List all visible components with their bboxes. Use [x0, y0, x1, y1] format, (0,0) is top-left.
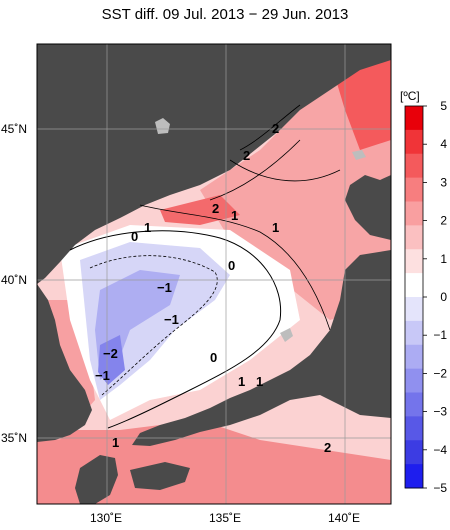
warm-region-south [37, 420, 391, 504]
map-title: SST diff. 09 Jul. 2013 − 29 Jun. 2013 [101, 6, 349, 23]
contour-label: −1 [157, 280, 172, 295]
land-island-sado [280, 328, 293, 342]
colorbar-tick-label: −4 [433, 443, 447, 457]
contour-label: 2 [212, 201, 219, 216]
contour-label: 1 [238, 374, 245, 389]
land-hokkaido [345, 175, 391, 240]
land-honshu [132, 250, 391, 446]
contour-label: 1 [272, 220, 279, 235]
colorbar-swatch [405, 201, 423, 226]
contour-label: 0 [228, 258, 235, 273]
lon-label-135: 135˚E [209, 511, 241, 525]
colorbar-swatch [405, 392, 423, 417]
colorbar-tick-label: 2 [440, 214, 447, 228]
colorbar-swatch [405, 177, 423, 202]
colorbar-swatch [405, 249, 423, 274]
contour-label: 2 [243, 148, 250, 163]
map-frame [36, 43, 392, 505]
land-island-north [155, 118, 170, 134]
contour-two [209, 104, 301, 201]
colorbar-tick-label: 4 [440, 137, 447, 151]
contour-labels: 2 2 2 1 1 0 1 0 −1 −1 −2 −1 0 1 1 1 2 [95, 121, 331, 455]
colorbar-swatch [405, 297, 423, 322]
colorbar-swatch [405, 129, 423, 155]
contour-label: −2 [103, 346, 118, 361]
lat-label-45: 45˚N [1, 122, 27, 136]
land-korea [37, 284, 92, 442]
colorbar-tick-label: 1 [440, 252, 447, 266]
graticule [37, 44, 391, 504]
lat-label-40: 40˚N [1, 273, 27, 287]
colorbar-tick-label: −2 [433, 366, 447, 380]
land-island-east [352, 150, 366, 160]
map-area [37, 44, 391, 504]
colorbar: [ºC] 5 4 3 2 1 0 −1 −2 −3 −4 −5 [400, 89, 447, 495]
contour-label: 1 [256, 374, 263, 389]
colorbar-swatch [405, 368, 423, 393]
colorbar-tick-label: −5 [433, 481, 447, 495]
contour-label: 0 [210, 350, 217, 365]
contour-minus-one [89, 255, 218, 396]
contour-label: −1 [95, 368, 110, 383]
colorbar-swatch [405, 273, 423, 298]
contour-label: 2 [324, 440, 331, 455]
contour-label: 2 [272, 121, 279, 136]
contour-label: 1 [144, 220, 151, 235]
colorbar-ticks: 5 4 3 2 1 0 −1 −2 −3 −4 −5 [423, 99, 447, 495]
lon-label-140: 140˚E [328, 511, 360, 525]
contour-one [139, 159, 341, 331]
land-shikoku [130, 462, 190, 490]
colorbar-swatch [405, 153, 423, 179]
colorbar-tick-label: 5 [440, 99, 447, 113]
colorbar-tick-label: −1 [433, 328, 447, 342]
lon-label-130: 130˚E [90, 511, 122, 525]
colorbar-swatch [405, 225, 423, 250]
colorbar-swatch [405, 344, 423, 370]
contour-label: 1 [112, 435, 119, 450]
colorbar-swatch [405, 106, 423, 131]
cool-core-2 [98, 335, 125, 385]
colorbar-tick-label: 0 [440, 290, 447, 304]
contour-label: 0 [131, 229, 138, 244]
contour-label: 1 [231, 208, 238, 223]
colorbar-swatch [405, 440, 423, 465]
contour-label: −1 [164, 312, 179, 327]
colorbar-swatch [405, 416, 423, 441]
colorbar-tick-label: −3 [433, 405, 447, 419]
colorbar-swatches [405, 106, 423, 489]
land-continent-north [37, 44, 391, 284]
colorbar-swatch [405, 320, 423, 346]
warm-region-hot-2 [160, 195, 240, 225]
contour-zero [69, 230, 282, 429]
colorbar-tick-label: 3 [440, 175, 447, 189]
colorbar-unit: [ºC] [400, 89, 420, 103]
lat-label-35: 35˚N [1, 431, 27, 445]
colorbar-swatch [405, 464, 423, 489]
